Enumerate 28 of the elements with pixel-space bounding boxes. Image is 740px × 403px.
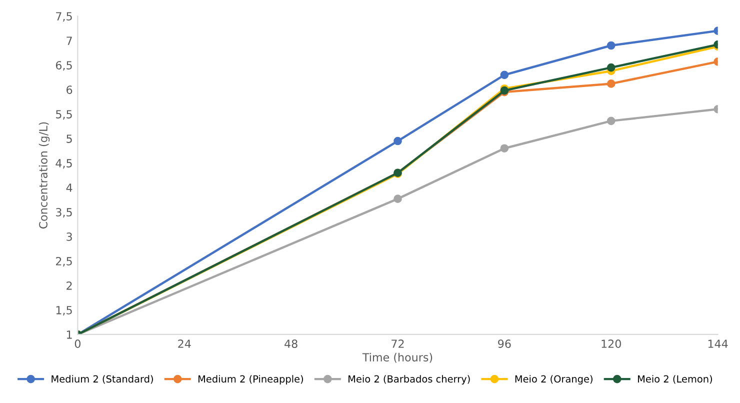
y-tick-label: 6,5 bbox=[56, 61, 72, 71]
legend-label: Medium 2 (Pineapple) bbox=[198, 375, 304, 384]
x-tick-label: 0 bbox=[74, 340, 80, 348]
y-tick-label: 7 bbox=[66, 36, 72, 45]
x-tick-label: 144 bbox=[708, 340, 728, 348]
x-tick-label: 120 bbox=[602, 340, 621, 348]
y-tick-label: 3 bbox=[66, 232, 72, 241]
y-tick-label: 4 bbox=[66, 184, 72, 192]
y-tick-label: 3,5 bbox=[56, 208, 72, 218]
x-axis-title: Time (hours) bbox=[362, 352, 432, 363]
y-tick-label: 1,5 bbox=[56, 306, 72, 316]
legend-label: Meio 2 (Lemon) bbox=[638, 375, 712, 384]
y-tick-label: 5,5 bbox=[56, 110, 72, 120]
y-axis-title: Concentration (g/L) bbox=[38, 122, 50, 229]
y-tick-label: 6 bbox=[66, 86, 72, 94]
legend-label: Meio 2 (Barbados cherry) bbox=[348, 375, 470, 384]
y-tick-label: 2 bbox=[66, 281, 72, 290]
y-tick-label: 1 bbox=[66, 330, 72, 339]
x-tick-label: 48 bbox=[284, 340, 298, 348]
y-tick-label: 4,5 bbox=[56, 159, 72, 169]
x-tick-label: 72 bbox=[392, 340, 404, 348]
legend-label: Meio 2 (Orange) bbox=[515, 375, 592, 384]
legend-label: Medium 2 (Standard) bbox=[52, 375, 153, 384]
x-tick-label: 96 bbox=[498, 340, 511, 348]
x-tick-label: 24 bbox=[178, 340, 191, 348]
y-tick-label: 2,5 bbox=[56, 256, 72, 267]
y-tick-label: 5 bbox=[66, 134, 72, 143]
y-tick-label: 7,5 bbox=[56, 12, 72, 22]
